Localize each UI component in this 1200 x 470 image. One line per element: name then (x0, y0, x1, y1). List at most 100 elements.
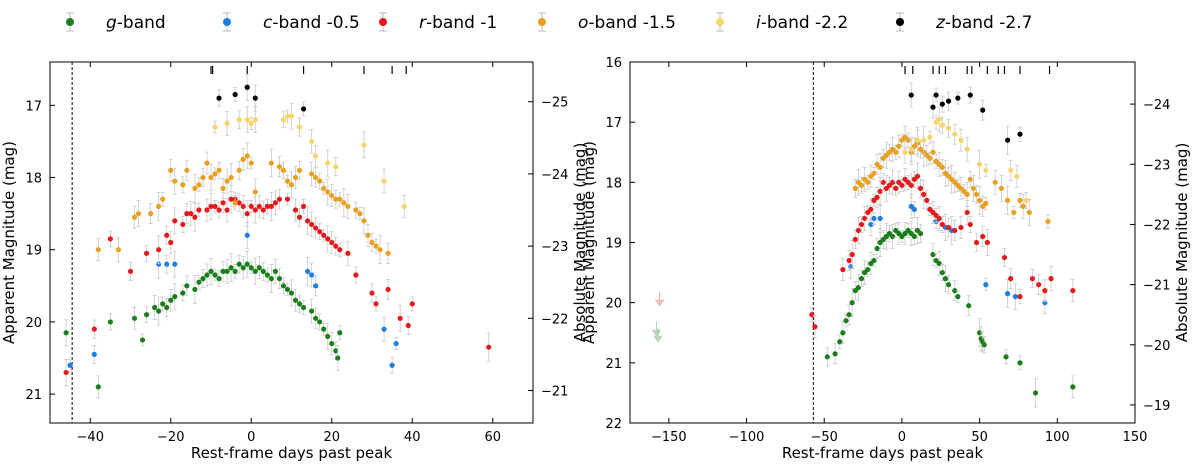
data-layer (63, 73, 492, 399)
data-point (389, 362, 395, 368)
data-point (917, 230, 924, 237)
data-point (313, 174, 319, 181)
data-point (228, 196, 234, 202)
data-point (871, 215, 877, 222)
data-point (1036, 282, 1042, 288)
data-point (930, 251, 936, 258)
data-point (890, 233, 896, 240)
data-point (248, 160, 254, 166)
data-point (240, 203, 246, 209)
data-point (921, 137, 927, 143)
data-point (309, 308, 315, 314)
data-point (296, 167, 303, 173)
legend-label: i-band -2.2 (756, 13, 848, 33)
data-point (333, 243, 339, 249)
legend-label-rest: -band -2.2 (761, 13, 848, 33)
data-point (321, 326, 327, 332)
data-point (1032, 390, 1039, 396)
data-point (292, 297, 299, 303)
y2-tick-label: −23 (1143, 158, 1170, 173)
data-point (148, 211, 154, 217)
data-point (280, 117, 287, 123)
series-g-band (63, 250, 343, 399)
x-axis-label: Rest-frame days past peak (191, 444, 393, 462)
data-point (232, 91, 238, 98)
data-point (296, 124, 303, 130)
data-point (955, 95, 961, 101)
data-point (1045, 218, 1051, 225)
data-point (208, 203, 214, 209)
data-point (216, 276, 222, 282)
data-point (309, 171, 315, 177)
data-point (216, 207, 222, 213)
data-point (63, 369, 69, 376)
data-point (983, 167, 989, 173)
data-point (846, 257, 852, 264)
data-point (284, 178, 291, 184)
data-point (212, 171, 218, 177)
y-tick-label: 17 (605, 116, 622, 131)
data-point (977, 161, 983, 167)
data-point (192, 185, 198, 191)
data-point (156, 261, 162, 267)
data-point (204, 207, 210, 213)
data-point (914, 137, 921, 143)
y2-tick-label: −24 (1143, 98, 1170, 113)
data-point (284, 113, 291, 119)
data-point (256, 265, 262, 271)
x-tick-label: −50 (811, 430, 838, 445)
data-point (164, 261, 170, 267)
data-point (172, 218, 178, 224)
y2-tick-label: −21 (1143, 279, 1170, 294)
data-point (224, 207, 230, 213)
data-point (256, 203, 262, 209)
data-point (224, 120, 230, 126)
data-point (933, 92, 939, 98)
data-point (244, 117, 250, 123)
data-point (1017, 360, 1023, 366)
legend-label-italic: i (756, 13, 761, 33)
series-o-band (95, 142, 391, 265)
data-point (284, 196, 291, 202)
data-point (908, 182, 914, 188)
data-point (973, 191, 980, 197)
y2-tick-label: −25 (541, 96, 568, 111)
series-g-band (824, 217, 1076, 408)
data-point (365, 232, 371, 238)
data-point (228, 174, 234, 181)
data-point (952, 288, 958, 294)
data-point (945, 125, 952, 131)
data-point (204, 160, 210, 166)
data-point (377, 247, 383, 253)
data-point (172, 294, 178, 300)
data-point (871, 257, 877, 264)
data-point (252, 268, 258, 274)
data-point (936, 260, 942, 267)
data-point (858, 221, 865, 228)
data-point (168, 167, 174, 173)
data-point (309, 272, 315, 278)
data-point (865, 179, 871, 185)
data-point (264, 272, 270, 278)
data-layer (651, 82, 1076, 408)
data-point (401, 203, 407, 209)
data-point (852, 236, 858, 243)
series-r-band (809, 162, 1076, 339)
data-point (939, 164, 945, 170)
data-point (168, 297, 174, 303)
data-point (337, 196, 343, 202)
data-point (240, 265, 246, 271)
data-point (192, 286, 198, 293)
data-point (1012, 294, 1018, 300)
data-point (1029, 276, 1036, 282)
data-point (927, 134, 933, 140)
x-tick-label: −40 (77, 430, 104, 445)
data-point (930, 149, 936, 155)
data-point (268, 160, 274, 166)
data-point (333, 164, 339, 170)
data-point (276, 164, 283, 170)
data-point (333, 196, 339, 202)
data-point (353, 272, 359, 278)
data-point (936, 215, 942, 222)
data-point (1014, 173, 1020, 179)
